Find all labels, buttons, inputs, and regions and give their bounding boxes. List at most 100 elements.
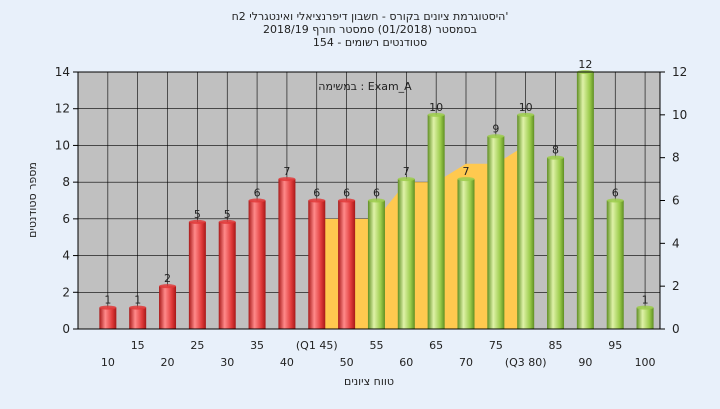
x-tick-label: 75 (489, 339, 503, 352)
x-tick-label: 15 (131, 339, 145, 352)
right-tick-label: 12 (672, 65, 687, 79)
bar-3 (188, 221, 206, 329)
right-tick-label: 4 (672, 236, 680, 250)
chart-title-line-3: סטודנטים רשומים - 154 (313, 36, 427, 49)
left-tick-label: 12 (55, 102, 70, 116)
bar-cap-3 (188, 219, 206, 224)
x-tick-label: 70 (459, 356, 473, 369)
bar-cap-7 (308, 198, 326, 203)
bar-9 (367, 200, 385, 329)
bar-13 (487, 136, 505, 329)
bar-value-label: 6 (254, 187, 261, 200)
bar-cap-11 (427, 112, 445, 117)
bar-4 (218, 221, 236, 329)
bar-1 (129, 307, 147, 329)
x-tick-label: 100 (635, 356, 656, 369)
left-tick-label: 6 (62, 212, 70, 226)
left-tick-label: 4 (62, 249, 70, 263)
x-axis-label: טווח ציונים (344, 375, 394, 388)
bar-value-label: 5 (194, 208, 201, 221)
bar-cap-17 (606, 198, 624, 203)
left-tick-label: 14 (55, 65, 70, 79)
bar-cap-0 (99, 305, 117, 310)
bar-cap-5 (248, 198, 266, 203)
left-tick-label: 10 (55, 138, 70, 152)
x-tick-label: 25 (190, 339, 204, 352)
bar-17 (606, 200, 624, 329)
y-axis-label: מספר סטודנטים (26, 162, 39, 238)
bar-value-label: 1 (134, 294, 141, 307)
bar-value-label: 8 (552, 144, 559, 157)
x-tick-label: 10 (101, 356, 115, 369)
right-tick-label: 8 (672, 151, 680, 165)
bar-cap-12 (457, 177, 475, 182)
bar-value-label: 2 (164, 272, 171, 285)
bar-value-label: 5 (224, 208, 231, 221)
x-tick-label: 95 (608, 339, 622, 352)
x-tick-label: 35 (250, 339, 264, 352)
bar-16 (576, 72, 594, 329)
bar-cap-2 (159, 284, 177, 289)
bar-5 (248, 200, 266, 329)
right-axis-ticks: 0 2 4 6 8 10 12 (660, 65, 687, 336)
x-tick-label: 85 (549, 339, 563, 352)
bar-14 (517, 114, 535, 329)
bar-cap-1 (129, 305, 147, 310)
bar-6 (278, 179, 296, 329)
x-tick-label: 65 (429, 339, 443, 352)
chart-title-line-2: בסמסטר (01/2018) סמסטר חורף 2018/19 (263, 23, 477, 36)
bars (99, 70, 654, 329)
bar-7 (308, 200, 326, 329)
bar-12 (457, 179, 475, 329)
left-tick-label: 0 (62, 322, 70, 336)
x-tick-label: 55 (369, 339, 383, 352)
bar-value-label: 6 (612, 187, 619, 200)
bar-value-label: 1 (642, 294, 649, 307)
right-tick-label: 2 (672, 279, 680, 293)
bar-8 (338, 200, 356, 329)
left-axis-ticks: 0 2 4 6 8 10 12 14 (55, 65, 78, 336)
bar-15 (547, 157, 565, 329)
x-tick-label: 20 (161, 356, 175, 369)
right-tick-label: 10 (672, 108, 687, 122)
bar-18 (636, 307, 654, 329)
x-tick-label: 90 (578, 356, 592, 369)
bar-value-label: 7 (463, 165, 470, 178)
bar-value-label: 10 (429, 101, 443, 114)
x-tick-label: 60 (399, 356, 413, 369)
bar-value-label: 7 (403, 165, 410, 178)
bar-0 (99, 307, 117, 329)
left-tick-label: 8 (62, 175, 70, 189)
bar-value-label: 9 (492, 122, 499, 135)
bar-value-label: 6 (373, 187, 380, 200)
x-tick-label: (Q3 80) (505, 356, 547, 369)
bar-cap-4 (218, 219, 236, 224)
left-tick-label: 2 (62, 285, 70, 299)
bar-cap-14 (517, 112, 535, 117)
bar-cap-6 (278, 177, 296, 182)
x-tick-label: (Q1 45) (296, 339, 338, 352)
chart-title-line-1: היסטוגרמת ציונים בקורס - חשבון דיפרנציאל… (232, 10, 509, 23)
bar-value-label: 7 (283, 165, 290, 178)
bar-value-label: 10 (519, 101, 533, 114)
exam-annotation: במשימה : Exam_A (318, 80, 412, 93)
bar-cap-15 (547, 155, 565, 160)
bar-value-label: 12 (578, 58, 592, 71)
bar-10 (397, 179, 415, 329)
bar-cap-10 (397, 177, 415, 182)
bar-cap-18 (636, 305, 654, 310)
bar-cap-8 (338, 198, 356, 203)
x-tick-label: 40 (280, 356, 294, 369)
x-tick-label: 30 (220, 356, 234, 369)
bar-value-label: 6 (313, 187, 320, 200)
bar-value-label: 1 (104, 294, 111, 307)
x-axis-ticks: 10 15 20 25 30 35 40(Q1 45)50 55 60 65 70 75(Q3 80)… (101, 339, 656, 369)
bar-11 (427, 114, 445, 329)
right-tick-label: 6 (672, 194, 680, 208)
x-tick-label: 50 (340, 356, 354, 369)
right-tick-label: 0 (672, 322, 680, 336)
bar-cap-9 (367, 198, 385, 203)
